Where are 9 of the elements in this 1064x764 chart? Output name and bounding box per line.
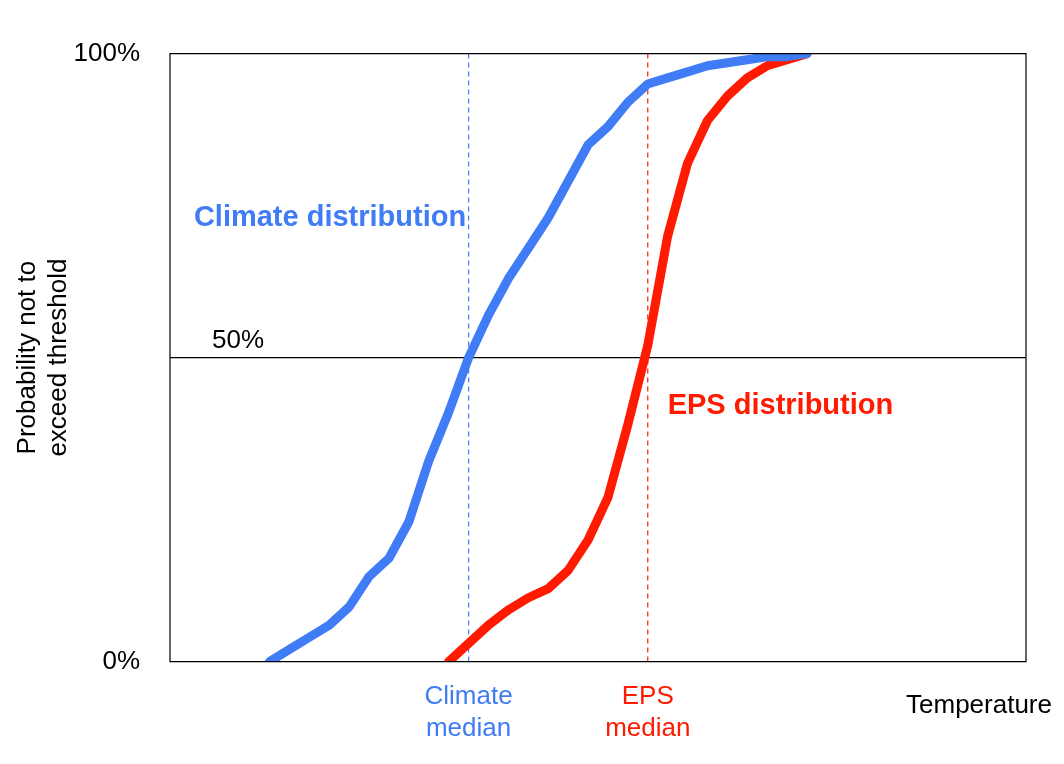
- series-label: EPS distribution: [667, 388, 894, 421]
- ref-line-label: 50%: [212, 323, 265, 354]
- x-tick-label: Climate median: [424, 680, 513, 742]
- y-tick-label: 100%: [73, 36, 140, 67]
- text: Climate distribution: [193, 199, 467, 232]
- y-tick-label: 0%: [102, 644, 140, 675]
- y-axis-title: Probability not to exceed threshold: [10, 258, 72, 457]
- x-axis-title: Temperature: [906, 688, 1052, 719]
- x-tick-label: EPS median: [605, 680, 691, 742]
